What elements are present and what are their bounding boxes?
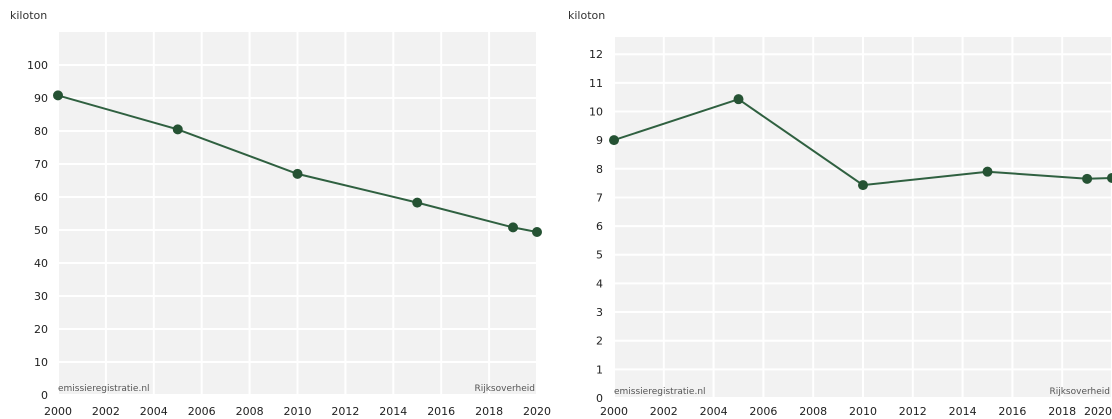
x-tick-label: 2008: [799, 405, 827, 418]
y-tick-label: 3: [596, 306, 603, 319]
x-tick-label: 2010: [284, 405, 312, 418]
chart-panel-right: kiloton 0 1 2 3 4 5 6 7 8 9 10 11 12 2000 2002 2004 2006…: [556, 0, 1112, 419]
line-chart-svg: 0 10 20 30 40 50 60 70 80 90 100 2000 2002 2004 2006 20…: [27, 32, 551, 418]
y-tick-label: 80: [34, 125, 48, 138]
chart-panel-left: kiloton 0 10 20 30 40 50 60 70 80 90 100 2000 2002 20…: [10, 9, 551, 418]
data-point: [412, 197, 423, 208]
x-tick-label: 2002: [92, 405, 120, 418]
data-point: [1107, 172, 1112, 183]
x-tick-label: 2006: [188, 405, 216, 418]
data-point: [172, 124, 183, 135]
x-tick-label: 2018: [475, 405, 503, 418]
source-credit-left: emissieregistratie.nl: [58, 384, 150, 394]
y-tick-label: 20: [34, 323, 48, 336]
y-tick-label: 30: [34, 290, 48, 303]
x-tick-label: 2016: [427, 405, 455, 418]
data-point: [292, 168, 303, 179]
data-point: [1082, 173, 1093, 184]
source-credit-right: Rijksoverheid: [1049, 387, 1110, 397]
x-tick-label: 2014: [379, 405, 407, 418]
data-point: [858, 180, 868, 191]
y-tick-label: 60: [34, 191, 48, 204]
x-tick-label: 2000: [600, 405, 628, 418]
x-tick-label: 2020: [1084, 405, 1112, 418]
y-tick-label: 0: [41, 389, 48, 402]
data-point: [508, 222, 519, 233]
x-tick-label: 2008: [236, 405, 264, 418]
x-tick-label: 2014: [949, 405, 977, 418]
data-point: [53, 90, 63, 101]
y-unit-label: kiloton: [10, 9, 48, 22]
data-point: [733, 94, 744, 105]
x-tick-label: 2020: [523, 405, 551, 418]
x-tick-label: 2018: [1048, 405, 1076, 418]
x-tick-label: 2004: [140, 405, 168, 418]
y-unit-label: kiloton: [568, 9, 606, 22]
x-tick-label: 2010: [849, 405, 877, 418]
y-tick-label: 12: [589, 48, 603, 61]
y-tick-label: 50: [34, 224, 48, 237]
y-tick-label: 6: [596, 220, 603, 233]
data-point: [982, 166, 993, 177]
y-tick-label: 1: [596, 363, 603, 376]
y-tick-label: 100: [27, 59, 48, 72]
y-tick-label: 11: [589, 77, 603, 90]
x-tick-label: 2012: [331, 405, 359, 418]
y-tick-label: 9: [596, 134, 603, 147]
x-tick-label: 2012: [899, 405, 927, 418]
y-tick-label: 40: [34, 257, 48, 270]
data-point: [609, 135, 619, 146]
y-tick-label: 10: [589, 105, 603, 118]
x-tick-label: 2016: [998, 405, 1026, 418]
data-point: [532, 226, 542, 237]
y-tick-label: 8: [596, 163, 603, 176]
y-tick-label: 4: [596, 277, 603, 290]
x-tick-label: 2006: [749, 405, 777, 418]
x-tick-label: 2002: [650, 405, 678, 418]
y-tick-label: 90: [34, 92, 48, 105]
y-tick-label: 0: [596, 392, 603, 405]
y-tick-label: 7: [596, 191, 603, 204]
y-tick-label: 10: [34, 356, 48, 369]
source-credit-right: Rijksoverheid: [474, 384, 535, 394]
source-credit-left: emissieregistratie.nl: [614, 387, 706, 397]
y-tick-label: 70: [34, 158, 48, 171]
x-tick-label: 2004: [700, 405, 728, 418]
x-tick-label: 2000: [44, 405, 72, 418]
y-tick-label: 2: [596, 335, 603, 348]
y-tick-label: 5: [596, 249, 603, 262]
